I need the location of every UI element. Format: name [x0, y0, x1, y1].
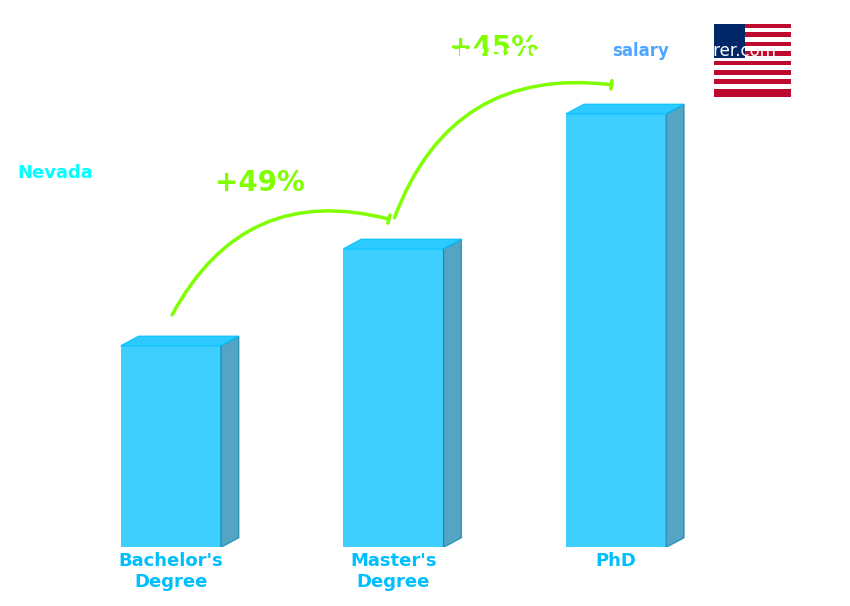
Polygon shape: [444, 239, 462, 547]
Bar: [714, 70, 791, 75]
Text: Salary Comparison By Education: Salary Comparison By Education: [17, 42, 574, 72]
Bar: [714, 75, 791, 79]
Bar: [714, 56, 791, 61]
Bar: [714, 37, 791, 42]
Text: Average Yearly Salary: Average Yearly Salary: [818, 325, 831, 462]
Bar: [714, 32, 791, 37]
Text: Nevada: Nevada: [17, 164, 93, 182]
Bar: [714, 27, 791, 32]
Bar: [714, 84, 791, 89]
Text: +49%: +49%: [215, 169, 305, 198]
Bar: [714, 79, 791, 84]
Bar: [121, 346, 221, 547]
Bar: [714, 51, 791, 56]
Bar: [566, 114, 666, 547]
Polygon shape: [221, 336, 239, 547]
Text: 157,000 USD: 157,000 USD: [332, 212, 463, 230]
Bar: [714, 89, 791, 94]
Text: 106,000 USD: 106,000 USD: [110, 309, 241, 327]
Bar: [714, 65, 791, 70]
Polygon shape: [666, 104, 684, 547]
Text: explorer.com: explorer.com: [668, 42, 776, 61]
Polygon shape: [566, 104, 684, 114]
Polygon shape: [121, 336, 239, 346]
Text: 228,000 USD: 228,000 USD: [655, 77, 786, 95]
Bar: [714, 42, 791, 47]
Bar: [714, 47, 791, 51]
Text: Administrative Director: Administrative Director: [17, 109, 244, 128]
Polygon shape: [343, 239, 462, 249]
Bar: [714, 24, 745, 58]
Text: salary: salary: [612, 42, 669, 61]
Bar: [343, 249, 444, 547]
Text: +45%: +45%: [449, 35, 539, 62]
Bar: [714, 61, 791, 65]
